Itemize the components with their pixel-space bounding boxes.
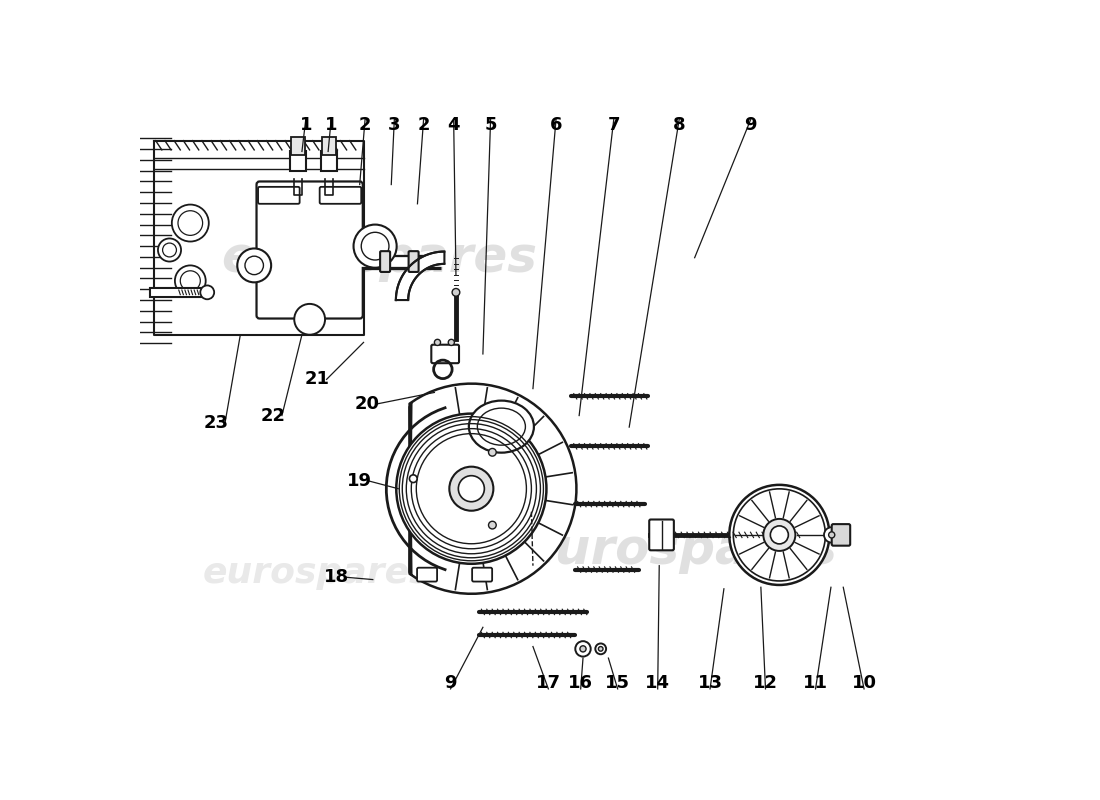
Text: 9: 9 [745,116,757,134]
Text: 21: 21 [305,370,330,388]
Circle shape [175,266,206,296]
Circle shape [449,339,454,346]
Text: 5: 5 [484,116,497,134]
Text: 13: 13 [697,674,723,692]
Text: 1: 1 [324,116,338,134]
Polygon shape [409,384,576,594]
Circle shape [488,522,496,529]
Circle shape [295,304,326,334]
Circle shape [158,238,182,262]
Circle shape [763,519,795,551]
FancyBboxPatch shape [320,187,361,204]
Circle shape [595,643,606,654]
Circle shape [238,249,272,282]
FancyBboxPatch shape [472,568,492,582]
FancyBboxPatch shape [832,524,850,546]
Text: 9: 9 [444,674,456,692]
Text: 22: 22 [261,406,285,425]
Text: 10: 10 [851,674,877,692]
Text: 8: 8 [673,116,685,134]
FancyBboxPatch shape [381,251,390,272]
Text: eurospares: eurospares [204,557,431,590]
Text: 14: 14 [646,674,670,692]
FancyBboxPatch shape [322,137,335,155]
FancyBboxPatch shape [417,568,437,582]
Circle shape [396,414,547,564]
Text: 19: 19 [348,472,372,490]
Text: 17: 17 [536,674,561,692]
Circle shape [172,205,209,242]
Text: 7: 7 [607,116,620,134]
Circle shape [598,646,603,651]
FancyBboxPatch shape [649,519,674,550]
Text: 2: 2 [359,116,372,134]
FancyBboxPatch shape [256,182,363,318]
Circle shape [828,532,835,538]
Text: eurospares: eurospares [221,234,537,282]
Circle shape [729,485,829,585]
FancyBboxPatch shape [321,150,337,170]
Text: 12: 12 [754,674,778,692]
Text: 18: 18 [324,568,349,586]
Circle shape [449,466,494,510]
FancyBboxPatch shape [408,251,419,272]
Text: 2: 2 [417,116,430,134]
FancyBboxPatch shape [258,187,299,204]
Circle shape [459,476,484,502]
Circle shape [824,527,839,542]
Text: 16: 16 [569,674,593,692]
Circle shape [452,289,460,296]
Text: 23: 23 [204,414,228,432]
Text: 6: 6 [550,116,562,134]
FancyBboxPatch shape [290,150,306,170]
Polygon shape [396,251,444,300]
Circle shape [434,339,440,346]
Circle shape [488,449,496,456]
Text: 15: 15 [605,674,630,692]
FancyBboxPatch shape [292,137,305,155]
Text: 20: 20 [355,395,380,413]
Circle shape [580,646,586,652]
FancyBboxPatch shape [431,345,459,363]
Circle shape [353,225,397,268]
Ellipse shape [469,401,534,453]
Circle shape [200,286,214,299]
Text: 11: 11 [803,674,828,692]
Text: 1: 1 [299,116,312,134]
Circle shape [575,641,591,657]
Circle shape [770,526,789,544]
Text: 4: 4 [448,116,460,134]
Text: 3: 3 [388,116,400,134]
Circle shape [409,475,417,482]
Text: eurospares: eurospares [521,526,837,574]
